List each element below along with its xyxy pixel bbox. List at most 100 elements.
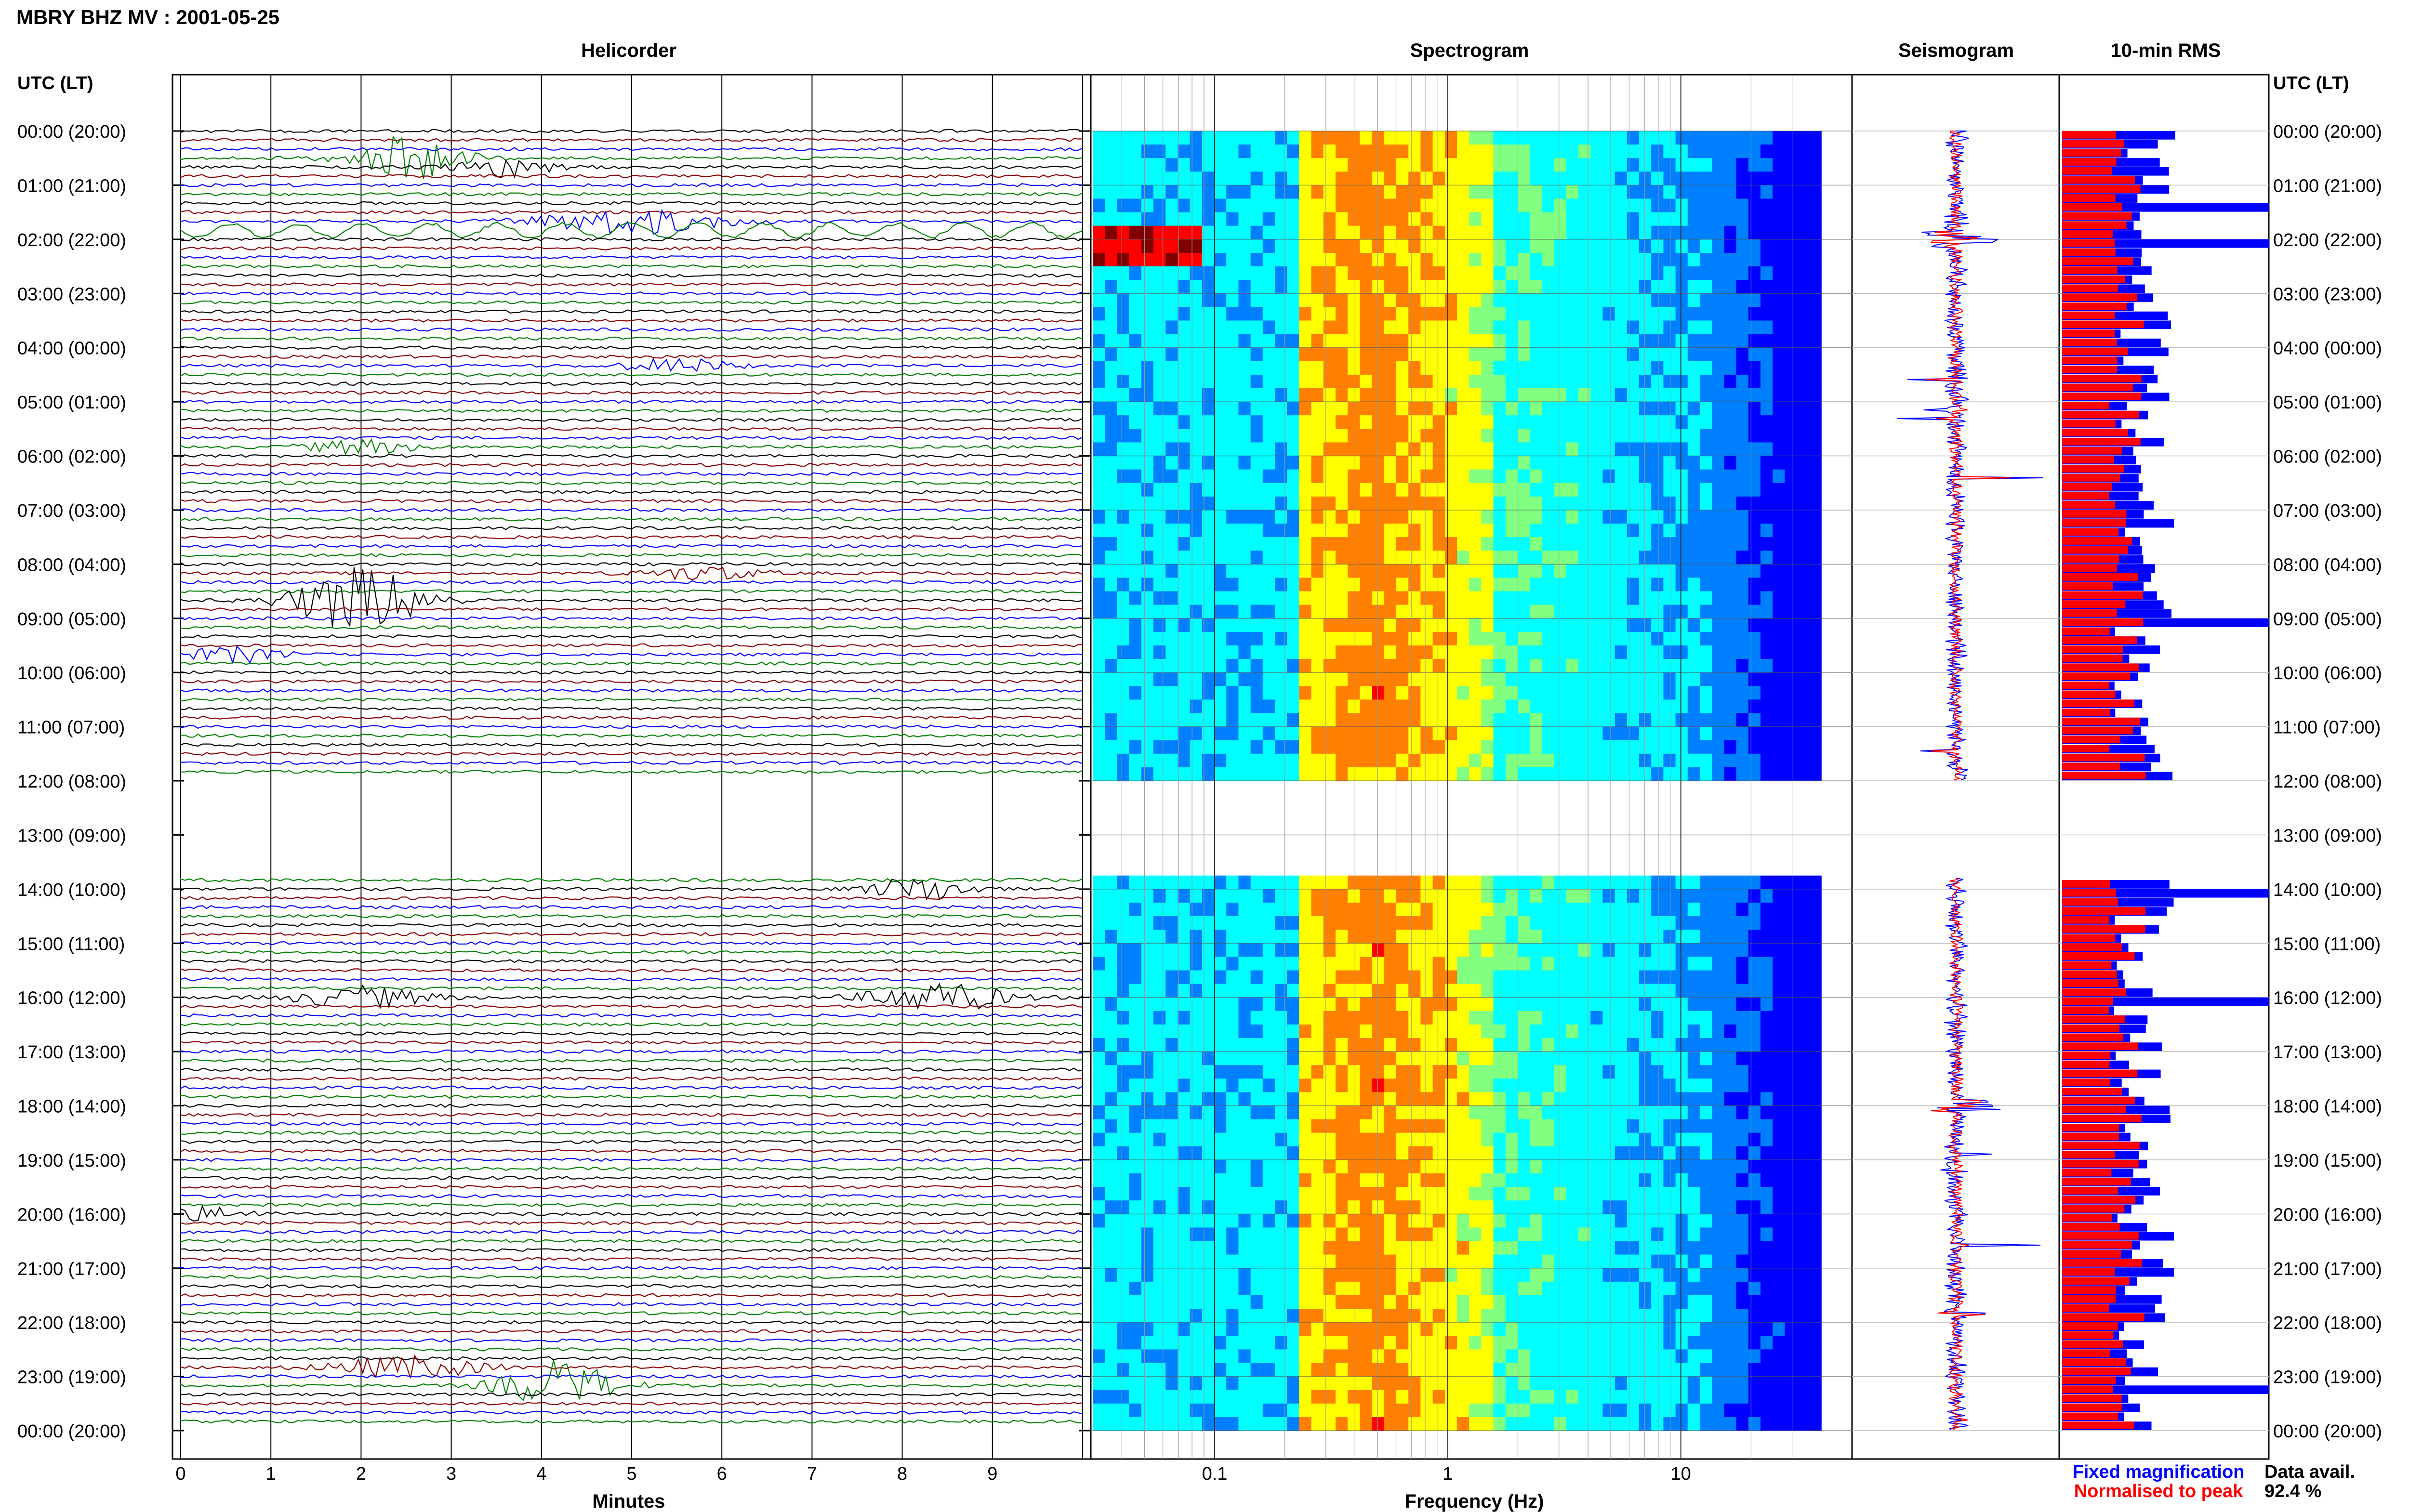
spectrogram-cell — [1615, 361, 1628, 375]
spectrogram-cell — [1336, 293, 1348, 308]
spectrogram-cell — [1760, 1227, 1773, 1242]
spectrogram-cell — [1178, 429, 1191, 443]
spectrogram-cell — [1578, 686, 1591, 700]
spectrogram-cell — [1323, 483, 1336, 497]
spectrogram-cell — [1481, 740, 1494, 754]
spectrogram-cell — [1141, 171, 1154, 186]
spectrogram-cell — [1165, 388, 1178, 402]
spectrogram-cell — [1141, 997, 1154, 1012]
spectrogram-cell — [1360, 131, 1373, 145]
spectrogram-cell — [1384, 212, 1397, 226]
spectrogram-cell — [1311, 334, 1324, 348]
spectrogram-cell — [1785, 374, 1798, 389]
spectrogram-cell — [1299, 496, 1312, 511]
spectrogram-cell — [1275, 415, 1287, 430]
spectrogram-cell — [1396, 1132, 1409, 1147]
spectrogram-cell — [1190, 551, 1203, 565]
spectrogram-cell — [1663, 591, 1676, 605]
spectrogram-cell — [1530, 1159, 1543, 1174]
spectrogram-cell — [1408, 334, 1421, 348]
spectrogram-cell — [1760, 1241, 1773, 1255]
spectrogram-cell — [1348, 252, 1361, 267]
spectrogram-cell — [1250, 1038, 1263, 1052]
spectrogram-cell — [1578, 320, 1591, 335]
spectrogram-cell — [1457, 740, 1469, 754]
spectrogram-cell — [1420, 551, 1433, 565]
spectrogram-cell — [1336, 1132, 1348, 1147]
spectrogram-cell — [1360, 415, 1373, 430]
spectrogram-cell — [1481, 1038, 1494, 1052]
spectrogram-cell — [1250, 1105, 1263, 1120]
spectrogram-cell — [1299, 631, 1312, 646]
spectrogram-cell — [1299, 293, 1312, 308]
spectrogram-cell — [1700, 997, 1712, 1012]
spectrogram-cell — [1323, 740, 1336, 754]
spectrogram-cell — [1105, 631, 1118, 646]
spectrogram-cell — [1663, 1241, 1676, 1255]
spectrogram-cell — [1420, 943, 1433, 958]
spectrogram-cell — [1542, 930, 1555, 944]
spectrogram-cell — [1323, 1038, 1336, 1052]
spectrogram-cell — [1493, 415, 1506, 430]
spectrogram-cell — [1651, 1187, 1664, 1201]
spectrogram-cell — [1578, 767, 1591, 781]
spectrogram-cell — [1348, 510, 1361, 524]
spectrogram-cell — [1360, 334, 1373, 348]
spectrogram-cell — [1408, 1200, 1421, 1215]
spectrogram-cell — [1432, 185, 1445, 199]
spectrogram-cell — [1481, 442, 1494, 457]
spectrogram-cell — [1275, 1132, 1287, 1147]
spectrogram-cell — [1287, 564, 1300, 579]
spectrogram-cell — [1809, 1159, 1822, 1174]
spectrogram-cell — [1190, 1187, 1203, 1201]
spectrogram-cell — [1262, 659, 1275, 673]
spectrogram-cell — [1700, 1268, 1712, 1282]
spectrogram-cell — [1444, 334, 1457, 348]
spectrogram-cell — [1578, 943, 1591, 958]
spectrogram-cell — [1384, 456, 1397, 470]
spectrogram-cell — [1262, 1078, 1275, 1093]
spectrogram-cell — [1178, 171, 1191, 186]
spectrogram-cell — [1165, 469, 1178, 484]
spectrogram-cell — [1639, 686, 1652, 700]
spectrogram-cell — [1700, 1200, 1712, 1215]
spectrogram-cell — [1590, 320, 1603, 335]
spectrogram-cell — [1809, 239, 1822, 253]
spectrogram-cell — [1615, 225, 1628, 240]
spectrogram-cell — [1093, 1214, 1105, 1228]
spectrogram-cell — [1493, 902, 1506, 917]
spectrogram-cell — [1372, 753, 1385, 768]
right-time-label: 22:00 (18:00) — [2273, 1313, 2382, 1333]
spectrogram-cell — [1748, 334, 1761, 348]
spectrogram-cell — [1348, 537, 1361, 551]
spectrogram-cell — [1518, 537, 1530, 551]
spectrogram-cell — [1165, 293, 1178, 308]
spectrogram-cell — [1627, 889, 1640, 903]
spectrogram-cell — [1748, 402, 1761, 416]
spectrogram-cell — [1287, 984, 1300, 998]
spectrogram-cell — [1129, 740, 1142, 754]
spectrogram-cell — [1396, 171, 1409, 186]
spectrogram-cell — [1530, 225, 1543, 240]
spectrogram-cell — [1651, 1052, 1664, 1065]
helicorder-line — [180, 300, 1083, 305]
spectrogram-cell — [1687, 266, 1700, 280]
spectrogram-cell — [1117, 1105, 1130, 1120]
spectrogram-cell — [1809, 1024, 1822, 1039]
spectrogram-cell — [1773, 984, 1786, 998]
spectrogram-cell — [1505, 1024, 1518, 1039]
spectrogram-cell — [1748, 185, 1761, 199]
spectrogram-cell — [1105, 551, 1118, 565]
spectrogram-cell — [1773, 1078, 1786, 1093]
spectrogram-cell — [1736, 726, 1749, 741]
spectrogram-cell — [1153, 1011, 1166, 1025]
spectrogram-cell — [1748, 726, 1761, 741]
spectrogram-cell — [1530, 307, 1543, 321]
spectrogram-cell — [1311, 930, 1324, 944]
spectrogram-cell — [1190, 1254, 1203, 1269]
spectrogram-cell — [1226, 280, 1239, 294]
spectrogram-cell — [1348, 131, 1361, 145]
spectrogram-cell — [1250, 1227, 1263, 1242]
spectrogram-cell — [1736, 753, 1749, 768]
spectrogram-cell — [1493, 740, 1506, 754]
